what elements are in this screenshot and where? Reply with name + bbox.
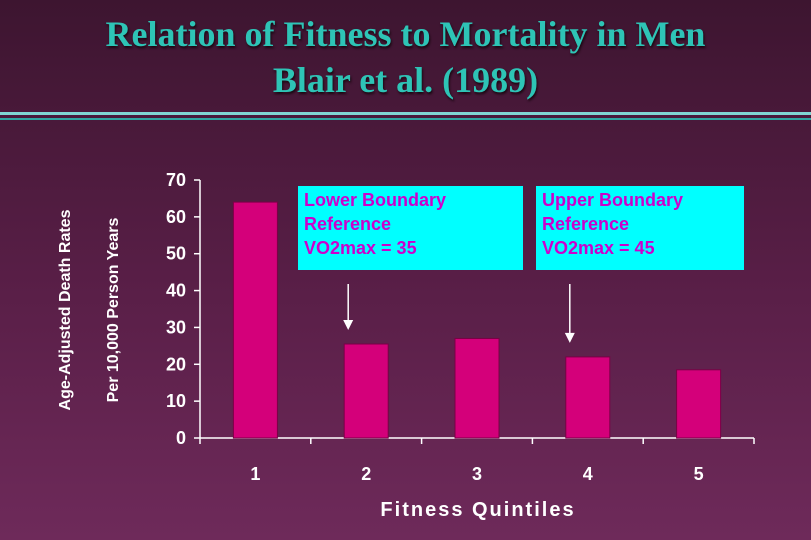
y-tick-label: 40 [166,281,186,301]
x-tick-label: 2 [361,464,371,484]
lower-callout-line2: Reference [304,214,392,234]
chart-axes: 0 10 20 30 40 50 60 70 [166,170,755,448]
y-axis-label-line2: Per 10,000 Person Years [105,218,122,403]
bar-quintile-4 [565,356,611,439]
y-tick-label: 60 [166,207,186,227]
y-tick-label: 50 [166,244,186,264]
bar-quintile-3 [454,337,500,439]
x-tick-label: 5 [694,464,704,484]
y-tick-label: 10 [166,391,186,411]
upper-boundary-arrow-head [564,332,575,343]
x-tick-label: 4 [583,464,593,484]
x-tick-label: 1 [250,464,260,484]
x-tick-label: 3 [472,464,482,484]
x-axis-label: Fitness Quintiles [380,499,575,521]
chart-bars: 1 2 3 4 5 [232,201,722,484]
y-tick-label: 20 [166,354,186,374]
chart-title: Relation of Fitness to Mortality in Men [105,14,706,54]
chart-arrows [343,284,575,343]
bar-quintile-5 [676,369,722,439]
lower-boundary-arrow-head [343,320,354,331]
y-tick-label: 30 [166,317,186,337]
y-tick-label: 0 [176,428,186,448]
upper-callout-line1: Upper Boundary [542,190,684,210]
upper-boundary-callout: Upper Boundary Reference VO2max = 45 [536,186,744,270]
lower-callout-line1: Lower Boundary [304,190,447,210]
title-divider-bottom [0,118,811,120]
lower-callout-line3: VO2max = 35 [304,238,417,258]
y-tick-label: 70 [166,170,186,190]
chart-subtitle: Blair et al. (1989) [272,60,539,100]
upper-callout-line2: Reference [542,214,630,234]
y-axis-label-line1: Age-Adjusted Death Rates [57,209,74,410]
title-divider-top [0,112,811,115]
upper-callout-line3: VO2max = 45 [542,238,655,258]
bar-quintile-2 [343,343,389,439]
lower-boundary-callout: Lower Boundary Reference VO2max = 35 [298,186,523,270]
bar-quintile-1 [232,201,278,439]
